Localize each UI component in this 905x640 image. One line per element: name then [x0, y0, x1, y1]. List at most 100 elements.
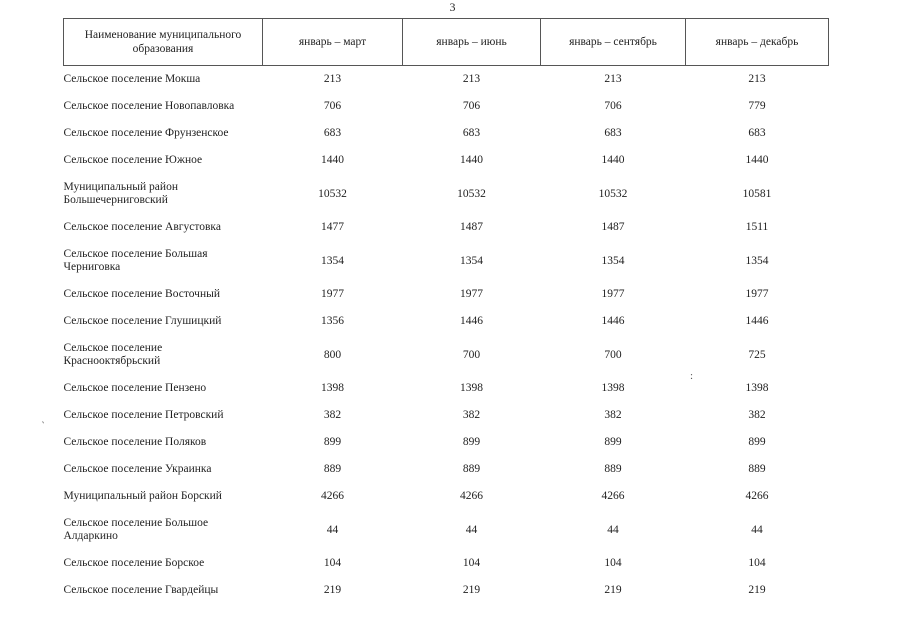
value-jan-jun: 899	[462, 436, 481, 448]
table-row: Сельское поселение Большая Черниговка 13…	[64, 241, 829, 281]
value-jan-dec: 1446	[745, 315, 769, 327]
value-jan-mar: 683	[323, 127, 342, 139]
value-jan-sep: 706	[604, 100, 622, 112]
value-jan-jun: 1398	[460, 382, 483, 394]
value-jan-sep: 10532	[598, 187, 628, 200]
value-jan-jun: 213	[462, 73, 481, 85]
value-jan-sep: 1354	[601, 254, 625, 267]
municipality-name: Сельское поселение Южное	[63, 154, 203, 166]
value-jan-jun: 104	[462, 557, 481, 569]
value-jan-dec: 1398	[745, 382, 769, 394]
value-jan-dec: 889	[748, 463, 766, 475]
value-jan-mar: 4266	[321, 490, 344, 502]
header-jan-dec: январь – декабрь	[685, 18, 829, 66]
municipality-name: Сельское поселение Петровский	[63, 409, 224, 421]
value-jan-dec: 4266	[745, 490, 769, 502]
value-jan-sep: 213	[604, 73, 622, 85]
municipality-name: Муниципальный район Большечерниговский	[63, 181, 178, 206]
table-row: Сельское поселение Украинка 889 889 889 …	[64, 456, 829, 483]
value-jan-sep: 382	[604, 409, 622, 421]
value-jan-dec: 779	[748, 100, 766, 112]
value-jan-jun: 889	[462, 463, 481, 475]
value-jan-sep: 899	[604, 436, 622, 448]
municipality-name: Сельское поселение Мокша	[63, 73, 201, 85]
value-jan-sep: 1487	[601, 221, 625, 233]
table-row: Сельское поселение Мокша 213 213 213 213	[64, 66, 829, 94]
value-jan-jun: 1440	[460, 154, 483, 166]
value-jan-mar: 382	[323, 409, 342, 421]
page-number: 3	[449, 0, 456, 14]
municipality-name: Сельское поселение Украинка	[63, 463, 212, 475]
value-jan-jun: 1354	[460, 254, 483, 267]
value-jan-mar: 219	[323, 584, 342, 596]
value-jan-sep: 1398	[601, 382, 625, 394]
value-jan-sep: 4266	[601, 490, 625, 502]
table-row: Сельское поселение Большое Алдаркино 44 …	[64, 510, 829, 550]
value-jan-jun: 44	[465, 523, 478, 536]
value-jan-dec: 1440	[745, 154, 769, 166]
municipality-name: Сельское поселение Восточный	[63, 288, 221, 300]
municipality-name: Сельское поселение Глушицкий	[63, 315, 222, 327]
value-jan-jun: 683	[462, 127, 481, 139]
header-name-column: Наименование муниципального образования	[63, 18, 263, 66]
value-jan-sep: 1440	[601, 154, 625, 166]
table-row: Муниципальный район Большечерниговский 1…	[64, 174, 829, 214]
value-jan-sep: 104	[604, 557, 622, 569]
value-jan-mar: 104	[323, 557, 342, 569]
value-jan-mar: 1477	[321, 221, 344, 233]
value-jan-dec: 382	[748, 409, 766, 421]
table-row: Сельское поселение Восточный 1977 1977 1…	[64, 281, 829, 308]
value-jan-sep: 44	[607, 523, 619, 536]
table-row: Сельское поселение Гвардейцы 219 219 219…	[64, 577, 829, 604]
table-row: Сельское поселение Фрунзенское 683 683 6…	[64, 120, 829, 147]
municipality-name: Сельское поселение Новопавловка	[63, 100, 235, 112]
table-header: Наименование муниципального образования …	[63, 18, 829, 66]
table-row: Сельское поселение Августовка 1477 1487 …	[64, 214, 829, 241]
municipality-name: Сельское поселение Большая Черниговка	[63, 248, 208, 273]
municipality-name: Сельское поселение Августовка	[63, 221, 221, 233]
municipality-name: Сельское поселение Фрунзенское	[63, 127, 229, 139]
municipal-report-table: Наименование муниципального образования …	[63, 18, 829, 604]
value-jan-mar: 10532	[318, 187, 347, 200]
municipality-name: Муниципальный район Борский	[63, 490, 222, 502]
value-jan-dec: 683	[748, 127, 766, 139]
value-jan-dec: 1511	[745, 221, 769, 233]
municipality-name: Сельское поселение Пензено	[63, 382, 207, 394]
value-jan-dec: 219	[748, 584, 766, 596]
scan-artifact: :	[690, 370, 694, 382]
value-jan-jun: 4266	[460, 490, 483, 502]
value-jan-jun: 10532	[457, 187, 486, 200]
table-row: Муниципальный район Борский 4266 4266 42…	[64, 483, 829, 510]
table-row: Сельское поселение Глушицкий 1356 1446 1…	[64, 308, 829, 335]
table-row: Сельское поселение Краснооктябрьский 800…	[64, 335, 829, 375]
table-row: Сельское поселение Южное 1440 1440 1440 …	[64, 147, 829, 174]
value-jan-mar: 899	[323, 436, 342, 448]
value-jan-dec: 104	[748, 557, 766, 569]
value-jan-dec: 1354	[745, 254, 769, 267]
municipality-name: Сельское поселение Борское	[63, 557, 205, 569]
table-row: Сельское поселение Новопавловка 706 706 …	[64, 93, 829, 120]
value-jan-dec: 44	[751, 523, 763, 536]
value-jan-sep: 219	[604, 584, 622, 596]
value-jan-mar: 800	[323, 348, 342, 361]
header-jan-mar: январь – март	[262, 18, 403, 66]
municipality-name: Сельское поселение Краснооктябрьский	[63, 342, 163, 367]
header-jan-jun: январь – июнь	[402, 18, 541, 66]
value-jan-dec: 725	[748, 348, 766, 361]
municipality-name: Сельское поселение Большое Алдаркино	[63, 517, 209, 542]
table-row: Сельское поселение Борское 104 104 104 1…	[64, 550, 829, 577]
value-jan-dec: 1977	[745, 288, 769, 300]
header-jan-sep: январь – сентябрь	[540, 18, 686, 66]
municipality-name: Сельское поселение Гвардейцы	[63, 584, 219, 596]
value-jan-mar: 1398	[321, 382, 344, 394]
value-jan-mar: 1354	[321, 254, 344, 267]
table-body: Сельское поселение Мокша 213 213 213 213…	[64, 66, 829, 605]
table-row: Сельское поселение Пензено 1398 1398 139…	[64, 375, 829, 402]
value-jan-dec: 213	[748, 73, 766, 85]
value-jan-mar: 706	[323, 100, 342, 112]
value-jan-jun: 700	[462, 348, 481, 361]
value-jan-jun: 219	[462, 584, 481, 596]
table-row: Сельское поселение Поляков 899 899 899 8…	[64, 429, 829, 456]
value-jan-dec: 899	[748, 436, 766, 448]
